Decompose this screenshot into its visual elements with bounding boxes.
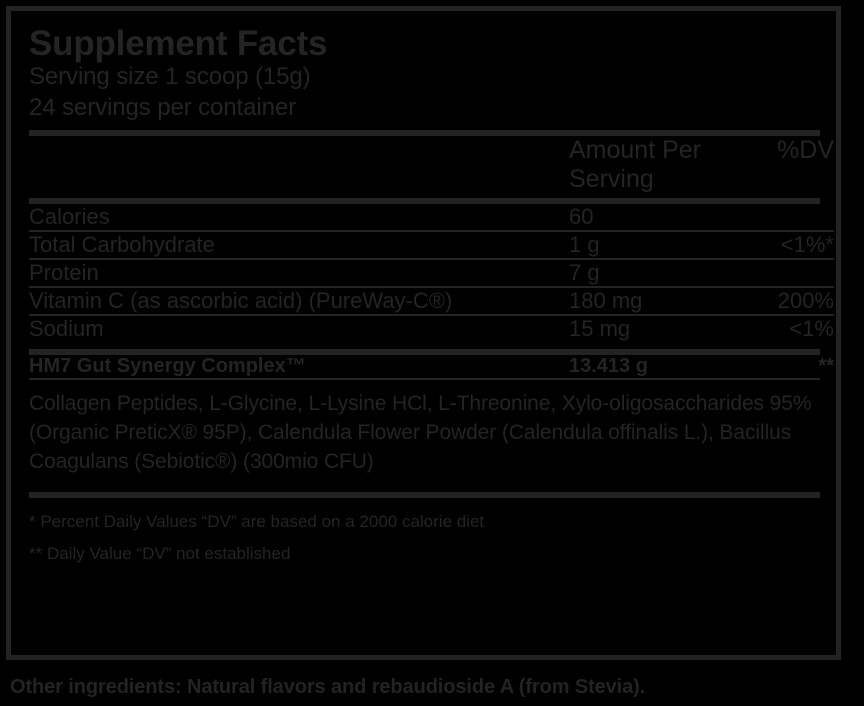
nutrient-amount: 7 g [569, 258, 759, 288]
column-header-name [29, 136, 569, 194]
table-row: Vitamin C (as ascorbic acid) (PureWay-C®… [29, 286, 834, 316]
nutrient-name: Calories [29, 204, 110, 230]
table-row: Calories 60 [29, 204, 834, 231]
table-row: Protein 7 g [29, 258, 834, 288]
table-row: Sodium 15 mg <1% [29, 314, 834, 343]
blend-bottom-rule [29, 378, 820, 381]
proprietary-blend-row: HM7 Gut Synergy Complex™ 13.413 g ** [29, 355, 834, 378]
column-header-dv: %DV [777, 136, 834, 165]
footnotes-group: * Percent Daily Values “DV” are based on… [29, 498, 820, 571]
table-row: Total Carbohydrate 1 g <1%* [29, 230, 834, 260]
nutrient-amount: 180 mg [569, 286, 759, 316]
nutrient-dv [759, 204, 834, 231]
nutrient-amount: 1 g [569, 230, 759, 260]
blend-name: HM7 Gut Synergy Complex™ [29, 355, 306, 378]
nutrient-dv: <1%* [759, 230, 834, 260]
footnote-not-established: ** Daily Value “DV” not established [29, 544, 291, 564]
nutrient-dv: <1% [759, 314, 834, 343]
nutrient-amount: 60 [569, 204, 594, 230]
blend-divider-rule [29, 349, 820, 356]
serving-size-text: Serving size 1 scoop (15g) [29, 63, 311, 91]
blend-amount: 13.413 g [569, 355, 648, 378]
nutrient-amount: 15 mg [569, 314, 759, 343]
nutrient-name: Sodium [29, 314, 569, 343]
nutrition-table: Amount Per Serving %DV [29, 136, 834, 194]
nutrient-name: Vitamin C (as ascorbic acid) (PureWay-C®… [29, 286, 569, 316]
nutrient-dv [759, 258, 834, 288]
header-divider-rule [29, 130, 820, 137]
supplement-facts-panel: Supplement Facts Serving size 1 scoop (1… [6, 6, 841, 660]
blend-ingredients-text: Collagen Peptides, L-Glycine, L-Lysine H… [29, 392, 812, 473]
servings-per-container-text: 24 servings per container [29, 93, 296, 121]
blend-table: HM7 Gut Synergy Complex™ 13.413 g ** [29, 355, 834, 378]
column-header-amount: Amount Per Serving [569, 136, 702, 194]
nutrient-name: Protein [29, 258, 569, 288]
panel-title: Supplement Facts [29, 24, 328, 63]
nutrient-rows-body: Calories 60 Total Carbohydrate 1 g <1%* … [29, 204, 834, 343]
table-header-row: Amount Per Serving %DV [29, 136, 834, 194]
table-header-rule [29, 198, 820, 205]
nutrient-dv: 200% [759, 286, 834, 316]
other-ingredients-text: Other ingredients: Natural flavors and r… [10, 676, 646, 698]
nutrient-rows-table: Calories 60 Total Carbohydrate 1 g <1%* … [29, 204, 834, 343]
footnote-daily-values: * Percent Daily Values “DV” are based on… [29, 511, 485, 531]
blend-dv: ** [818, 355, 834, 378]
footnote-divider-rule [29, 491, 820, 498]
nutrient-name: Total Carbohydrate [29, 230, 569, 260]
